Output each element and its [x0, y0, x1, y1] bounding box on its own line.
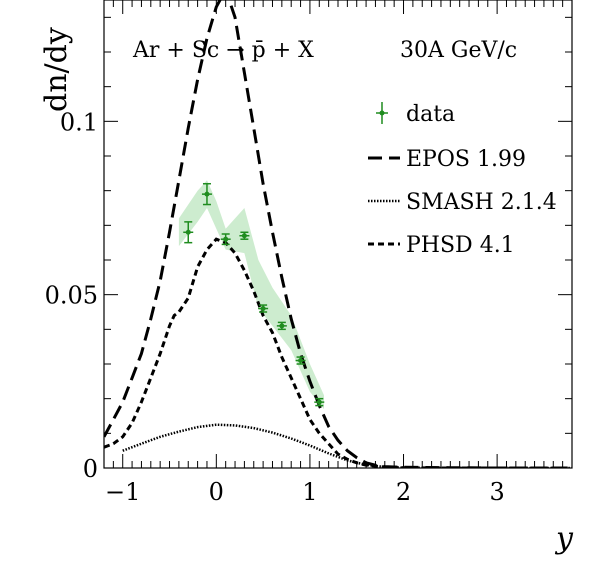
- data-point: [314, 397, 325, 407]
- legend-label-phsd: PHSD 4.1: [406, 233, 515, 258]
- legend: data EPOS 1.99 SMASH 2.1.4 PHSD 4.1: [368, 102, 557, 258]
- y-tick-label: 0.05: [45, 282, 98, 310]
- x-tick-label: −1: [105, 478, 140, 506]
- systematic-band-layer: [178, 180, 324, 410]
- y-axis-label: dn/dy: [39, 27, 74, 112]
- x-axis-label: y: [554, 521, 574, 556]
- data-point-marker: [241, 233, 247, 239]
- energy-annotation: 30A GeV/c: [400, 38, 517, 63]
- data-point: [276, 321, 287, 331]
- legend-data-marker: [379, 110, 385, 116]
- legend-entry-data: data: [376, 102, 455, 127]
- x-tick-label: 0: [209, 478, 224, 506]
- legend-entry-phsd: PHSD 4.1: [368, 233, 515, 258]
- x-tick-label: 2: [396, 478, 411, 506]
- y-tick-label: 0.1: [60, 108, 98, 136]
- data-point: [183, 221, 194, 244]
- data-point-marker: [279, 323, 285, 329]
- data-point: [239, 231, 250, 240]
- systematic-band: [178, 180, 324, 410]
- series-line-2: [104, 237, 572, 468]
- legend-label-smash: SMASH 2.1.4: [406, 190, 557, 215]
- data-points-layer: [183, 182, 325, 407]
- data-point-marker: [223, 236, 229, 242]
- x-tick-label: 1: [302, 478, 317, 506]
- reaction-annotation: Ar + Sc → p̄ + X: [132, 38, 314, 63]
- series-line-0: [104, 0, 572, 468]
- data-point-marker: [185, 229, 191, 235]
- data-point-marker: [316, 399, 322, 405]
- data-point-marker: [204, 191, 210, 197]
- data-point: [295, 356, 306, 365]
- data-point-marker: [298, 358, 304, 364]
- legend-label-epos: EPOS 1.99: [406, 147, 526, 172]
- y-tick-label: 0: [83, 455, 98, 483]
- data-point: [220, 233, 231, 246]
- x-tick-label: 3: [489, 478, 504, 506]
- data-point: [201, 182, 212, 206]
- axis-ticks: −1 0 1 2 300.050.1: [45, 0, 573, 506]
- legend-entry-epos: EPOS 1.99: [368, 147, 526, 172]
- legend-label-data: data: [406, 102, 455, 127]
- legend-entry-smash: SMASH 2.1.4: [368, 190, 557, 215]
- data-point-marker: [260, 306, 266, 312]
- data-point: [258, 304, 269, 313]
